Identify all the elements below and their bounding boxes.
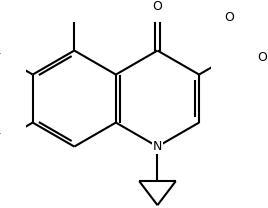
Text: O: O	[152, 0, 162, 13]
Text: F: F	[0, 132, 1, 145]
Text: O: O	[224, 11, 234, 24]
Text: OH: OH	[258, 51, 268, 64]
Text: F: F	[0, 52, 1, 66]
Text: N: N	[153, 140, 162, 153]
